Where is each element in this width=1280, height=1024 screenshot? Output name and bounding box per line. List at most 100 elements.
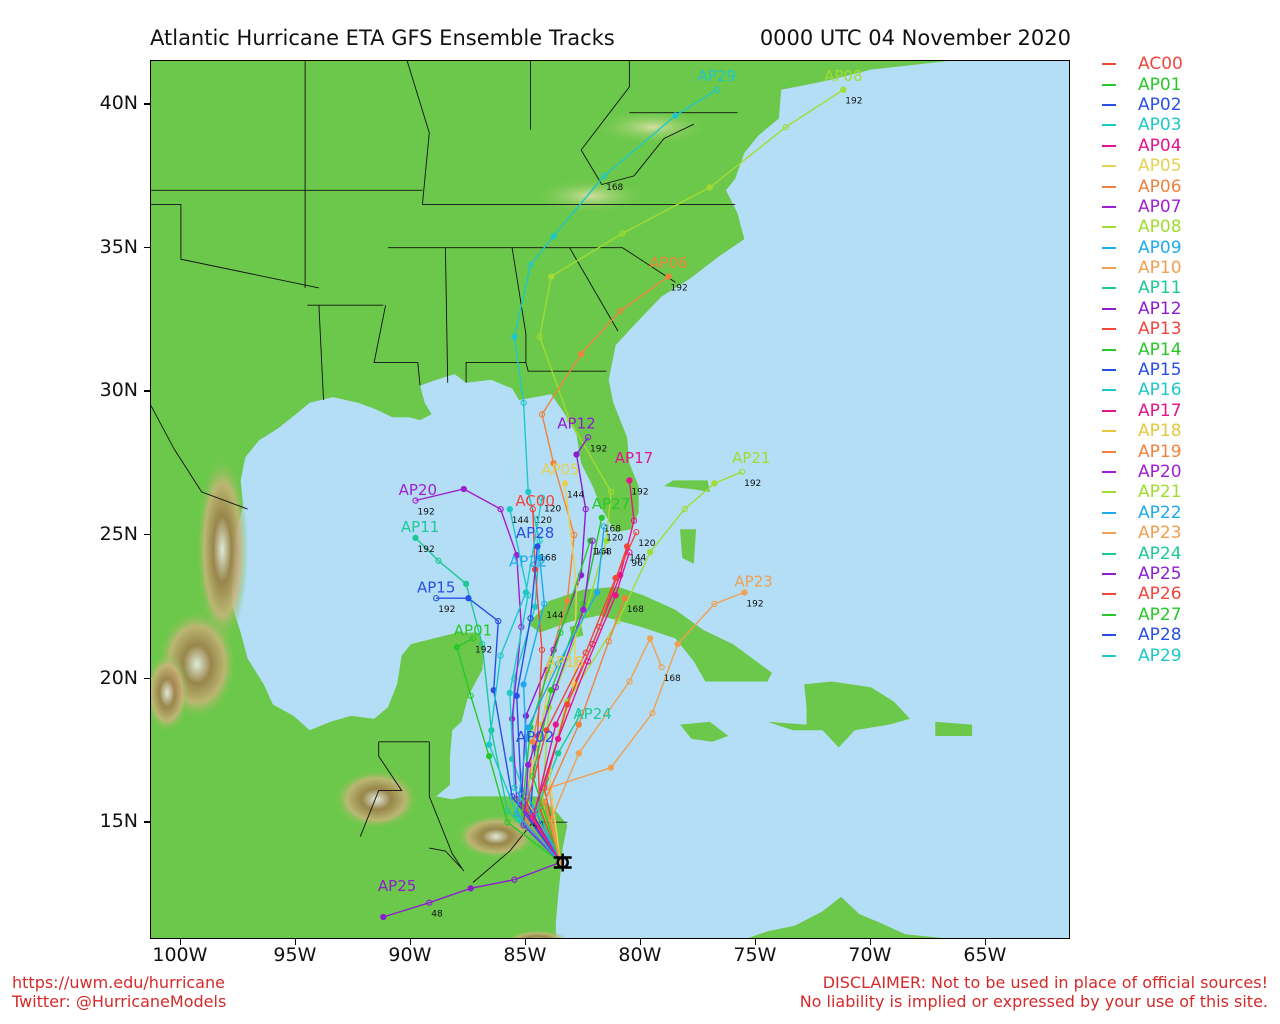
legend-label: AP22 [1138, 502, 1182, 523]
map-canvas[interactable]: 1681921921921921921921201921921921924848… [151, 61, 1070, 939]
track-point [538, 494, 546, 501]
track-line [522, 540, 594, 863]
footer-twitter[interactable]: Twitter: @HurricaneModels [12, 992, 227, 1011]
track-point [453, 643, 461, 651]
track-point [617, 307, 624, 315]
lon-tick-label: 65W [963, 944, 1007, 966]
track-name-label: AP23 [734, 573, 772, 591]
track-point [564, 597, 571, 605]
track-name-label: AP28 [516, 524, 554, 542]
forecast-hour-label: 192 [845, 97, 862, 107]
track-line [532, 509, 562, 863]
legend-swatch [1102, 613, 1116, 616]
legend-item-ap27: AP27 [1102, 605, 1278, 625]
legend-item-ap02: AP02 [1102, 95, 1278, 115]
track-point [513, 692, 520, 699]
forecast-hour-label: 144 [546, 611, 563, 621]
forecast-hour-label: 144 [629, 553, 646, 563]
track-point [711, 480, 718, 487]
land-layer [151, 61, 973, 938]
track-line [541, 471, 743, 863]
track-name-label: AP05 [541, 461, 579, 479]
disclaimer-line-2: No liability is implied or expressed by … [799, 992, 1268, 1011]
lon-tick-mark [409, 939, 412, 945]
legend-item-ac00: AC00 [1102, 54, 1278, 74]
track-point [589, 537, 596, 544]
south-america-landmass [747, 896, 943, 938]
lat-tick-mark [144, 677, 150, 680]
legend-label: AP09 [1138, 237, 1182, 258]
legend-label: AP02 [1138, 94, 1182, 115]
lat-tick-label: 15N [99, 810, 138, 833]
lon-tick-label: 75W [733, 944, 777, 966]
track-point [460, 485, 467, 493]
track-point [619, 230, 626, 237]
track-point [511, 876, 518, 883]
track-point [741, 589, 748, 596]
track-point [529, 505, 536, 513]
track-point [462, 580, 470, 587]
track-point [646, 549, 654, 556]
legend-item-ap01: AP01 [1102, 74, 1278, 95]
legend-label: AP25 [1138, 563, 1182, 584]
track-point [511, 675, 518, 682]
legend-label: AP17 [1138, 400, 1182, 421]
track-point [607, 764, 615, 771]
forecast-hour-label: 168 [539, 553, 556, 563]
legend-label: AP29 [1138, 645, 1182, 666]
track-point [506, 505, 513, 513]
legend-swatch [1102, 267, 1116, 270]
map-panel[interactable]: 168 192 192 192 192 192 192 120 192 192 192 192 48 48… [150, 60, 1070, 939]
footer-url-link[interactable]: https://uwm.edu/hurricane [12, 973, 225, 992]
track-point [584, 658, 592, 665]
track-point [435, 557, 442, 564]
legend-swatch [1102, 654, 1116, 657]
legend-item-ap03: AP03 [1102, 115, 1278, 135]
lon-tick-mark [294, 939, 297, 945]
track-point [529, 773, 536, 780]
legend-swatch [1102, 430, 1116, 433]
legend-label: AP01 [1138, 74, 1182, 95]
track-point [541, 798, 548, 806]
forecast-hour-label: 168 [606, 183, 623, 193]
forecast-hour-label: 144 [567, 490, 584, 500]
legend-swatch [1102, 226, 1116, 229]
track-point [600, 172, 608, 180]
legend-item-ap25: AP25 [1102, 564, 1278, 584]
legend-swatch [1102, 471, 1116, 473]
track-point [646, 635, 654, 642]
track-point [630, 517, 638, 524]
track-ap26[interactable]: 120 [522, 528, 656, 866]
lat-tick-label: 20N [99, 666, 138, 689]
track-point [511, 784, 518, 791]
lat-tick-mark [144, 821, 150, 823]
track-name-label: AP27 [592, 495, 630, 513]
track-point [598, 514, 605, 521]
forecast-hour-label: 120 [535, 516, 552, 526]
track-point [548, 816, 555, 823]
track-name-label: AP29 [698, 67, 736, 85]
track-point [538, 646, 546, 654]
track-point [504, 819, 511, 826]
track-line [515, 526, 605, 863]
track-point [582, 649, 589, 656]
track-name-label: AP22 [509, 553, 547, 571]
legend-swatch [1102, 389, 1116, 392]
track-point [584, 434, 592, 441]
jamaica-landmass [680, 721, 729, 742]
legend-item-ap28: AP28 [1102, 625, 1278, 645]
map-datetime: 0000 UTC 04 November 2020 [759, 26, 1071, 50]
hispaniola-landmass [767, 681, 910, 748]
lon-tick-mark [179, 939, 182, 945]
lat-tick-label: 40N [99, 92, 138, 115]
legend-item-ap23: AP23 [1102, 523, 1278, 543]
legend-item-ap21: AP21 [1102, 482, 1278, 502]
legend-item-ap10: AP10 [1102, 258, 1278, 278]
track-point [554, 750, 562, 757]
legend-swatch [1102, 124, 1116, 127]
track-ap06[interactable]: 192 [522, 273, 688, 866]
track-point [594, 589, 601, 596]
track-ap10[interactable]: 168 [548, 635, 681, 866]
legend-swatch [1102, 552, 1116, 555]
track-point [621, 595, 628, 602]
